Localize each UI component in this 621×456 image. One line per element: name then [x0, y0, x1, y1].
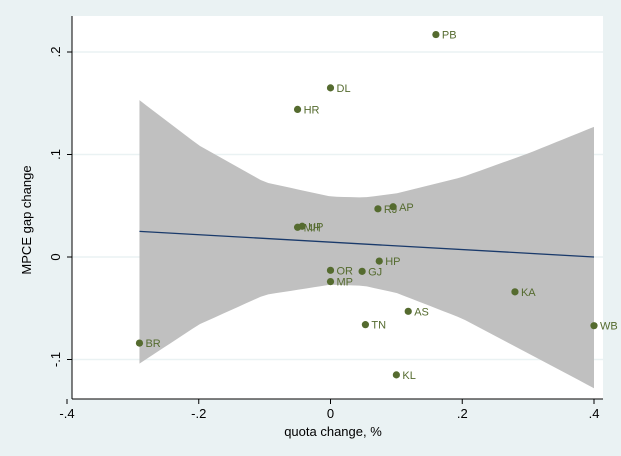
data-point-hp [376, 258, 383, 265]
data-point-mp [327, 278, 334, 285]
x-tick-label: 0 [327, 406, 334, 421]
point-label-kl: KL [402, 370, 415, 382]
point-label-gj: GJ [368, 266, 382, 278]
point-label-wb: WB [600, 321, 618, 333]
data-point-rj [374, 205, 381, 212]
point-label-hp: HP [385, 256, 400, 268]
point-label-as: AS [414, 306, 429, 318]
x-tick-label: -.4 [59, 406, 74, 421]
y-tick-label: -.1 [48, 352, 63, 367]
data-point-pb [432, 31, 439, 38]
point-label-rj: RJ [384, 204, 397, 216]
y-tick-label: 0 [48, 253, 63, 260]
data-point-ka [511, 288, 518, 295]
point-label-tn: TN [371, 320, 386, 332]
data-point-or [327, 267, 334, 274]
point-label-br: BR [145, 338, 160, 350]
point-label-mh: MH [304, 222, 321, 234]
point-label-ap: AP [399, 202, 414, 214]
point-label-or: OR [337, 265, 354, 277]
point-label-mp: MP [337, 277, 354, 289]
data-point-gj [359, 268, 366, 275]
x-axis-label: quota change, % [284, 424, 382, 439]
point-label-pb: PB [442, 30, 457, 42]
data-point-hr [294, 106, 301, 113]
x-tick-label: .2 [457, 406, 468, 421]
y-tick-label: .2 [48, 47, 63, 58]
point-label-hr: HR [304, 104, 320, 116]
y-tick-label: .1 [48, 149, 63, 160]
data-point-tn [362, 321, 369, 328]
data-point-wb [590, 322, 597, 329]
data-point-dl [327, 84, 334, 91]
x-tick-label: -.2 [191, 406, 206, 421]
data-point-br [136, 340, 143, 347]
data-point-as [405, 308, 412, 315]
y-axis-label: MPCE gap change [19, 165, 34, 274]
point-label-dl: DL [337, 83, 351, 95]
x-tick-label: .4 [589, 406, 600, 421]
data-point-kl [393, 371, 400, 378]
point-label-ka: KA [521, 287, 536, 299]
data-point-mh [294, 224, 301, 231]
